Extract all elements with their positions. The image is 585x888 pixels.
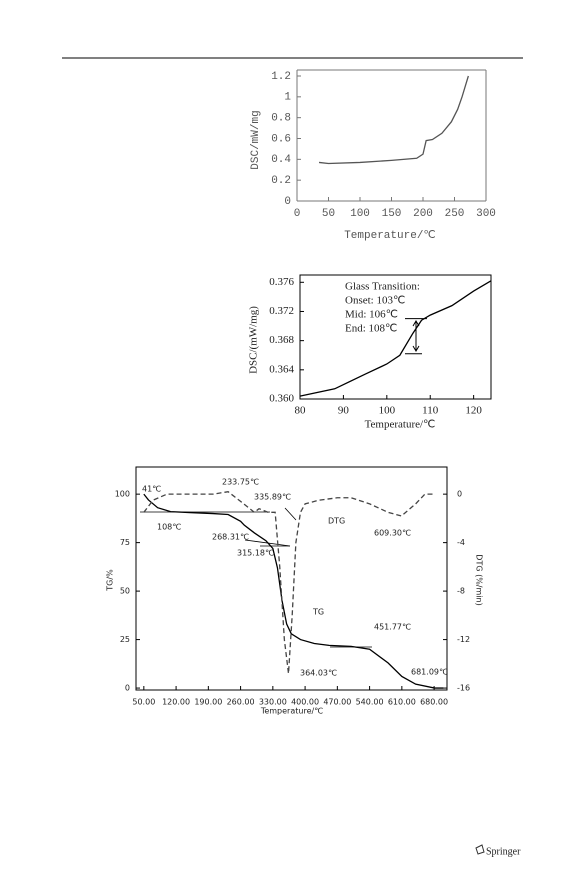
y-tick-label: 0.8	[271, 113, 291, 125]
plot-frame	[135, 466, 448, 691]
x-tick-label: 150	[382, 208, 402, 220]
annotation: 233.75℃	[222, 478, 259, 487]
x-tick-label: 50	[322, 208, 335, 220]
annotation: 315.18℃	[237, 549, 274, 558]
annotation: 681.09℃	[411, 668, 448, 677]
x-tick-label: 120	[465, 405, 482, 417]
y2-tick-label: 0	[457, 490, 462, 499]
plot-frame	[299, 274, 492, 400]
annotation: Mid: 106℃	[345, 309, 398, 321]
x-tick-label: 610.00	[388, 698, 416, 707]
annotation: End: 108℃	[345, 323, 397, 335]
y-tick-label: 0.376	[269, 276, 294, 288]
x-axis-label: Temperature/℃	[344, 230, 436, 242]
x-tick-label: 250	[445, 208, 465, 220]
y-tick-label: 1.2	[271, 71, 291, 83]
annotation: Glass Transition:	[345, 281, 420, 293]
series-label: DTG	[328, 517, 345, 526]
y2-tick-label: -4	[457, 538, 465, 547]
x-tick-label: 400.00	[291, 698, 319, 707]
y-tick-label: 50	[120, 587, 130, 596]
publisher: Springer	[486, 846, 521, 857]
y-tick-label: 75	[120, 538, 130, 547]
y2-tick-label: -12	[457, 635, 470, 644]
glass-markers	[405, 318, 427, 355]
y2-axis-label: DTG (%/min)	[475, 554, 484, 605]
data-line	[143, 491, 435, 674]
annotation: 268.31℃	[212, 533, 249, 542]
data-line	[318, 75, 469, 165]
y2-tick-label: -8	[457, 587, 465, 596]
y-tick-label: 0.360	[269, 393, 294, 405]
publisher-logo: Springer	[475, 844, 521, 857]
y-axis-label: DSC/(mW/mg)	[248, 306, 260, 374]
y-tick-label: 0.372	[269, 305, 294, 317]
y-tick-label: 0.4	[271, 154, 291, 166]
annotation: 335.89℃	[254, 493, 291, 502]
annotation: 364.03℃	[300, 669, 337, 678]
y2-tick-label: -16	[457, 684, 470, 693]
annotation: 609.30℃	[374, 529, 411, 538]
y-tick-label: 100	[115, 490, 130, 499]
y-axis-label: DSC/mW/mg	[250, 110, 262, 169]
annotation: 451.77℃	[374, 623, 411, 632]
y-tick-label: 1	[284, 92, 291, 104]
x-tick-label: 330.00	[259, 698, 287, 707]
y-tick-label: 0.368	[269, 334, 294, 346]
x-tick-label: 680.00	[420, 698, 448, 707]
x-tick-label: 190.00	[194, 698, 222, 707]
chart: 50.00 120.00 190.00 260.00 330.00 400.00 470.0…	[106, 466, 484, 716]
y-tick-label: 0.6	[271, 133, 291, 145]
x-tick-label: 300	[476, 208, 496, 220]
y-axis-label: TG/%	[106, 569, 115, 592]
y-tick-label: 0.364	[269, 363, 294, 375]
x-tick-label: 0	[294, 208, 301, 220]
x-tick-label: 50.00	[132, 698, 155, 707]
y-tick-label: 25	[120, 635, 130, 644]
chart: 80 90 100 110 120 0.360 0.364 0.368 0.372 0.376 Te…	[248, 274, 492, 431]
annotation: 108℃	[157, 523, 181, 532]
y-tick-label: 0.2	[271, 175, 291, 187]
x-tick-label: 120.00	[162, 698, 190, 707]
y-tick-label: 0	[284, 196, 291, 208]
x-tick-label: 110	[422, 405, 439, 417]
x-tick-label: 470.00	[323, 698, 351, 707]
x-tick-label: 80	[295, 405, 307, 417]
x-axis-label: Temperature/℃	[260, 707, 323, 716]
data-line	[143, 493, 444, 689]
x-tick-label: 200	[413, 208, 433, 220]
annotation: Onset: 103℃	[345, 295, 405, 307]
x-tick-label: 540.00	[356, 698, 384, 707]
x-tick-label: 100	[379, 405, 396, 417]
x-tick-label: 260.00	[227, 698, 255, 707]
chart: 0 50 100 150 200 250 300 0 0.2 0.4 0.6 0.8 1 1.2 Tempe…	[250, 69, 496, 242]
y-tick-label: 0	[125, 684, 130, 693]
x-axis-label: Temperature/℃	[365, 419, 436, 431]
annotation: 41℃	[142, 485, 161, 494]
x-tick-label: 100	[350, 208, 370, 220]
data-line	[299, 280, 492, 397]
series-label: TG	[312, 608, 324, 617]
x-tick-label: 90	[338, 405, 350, 417]
